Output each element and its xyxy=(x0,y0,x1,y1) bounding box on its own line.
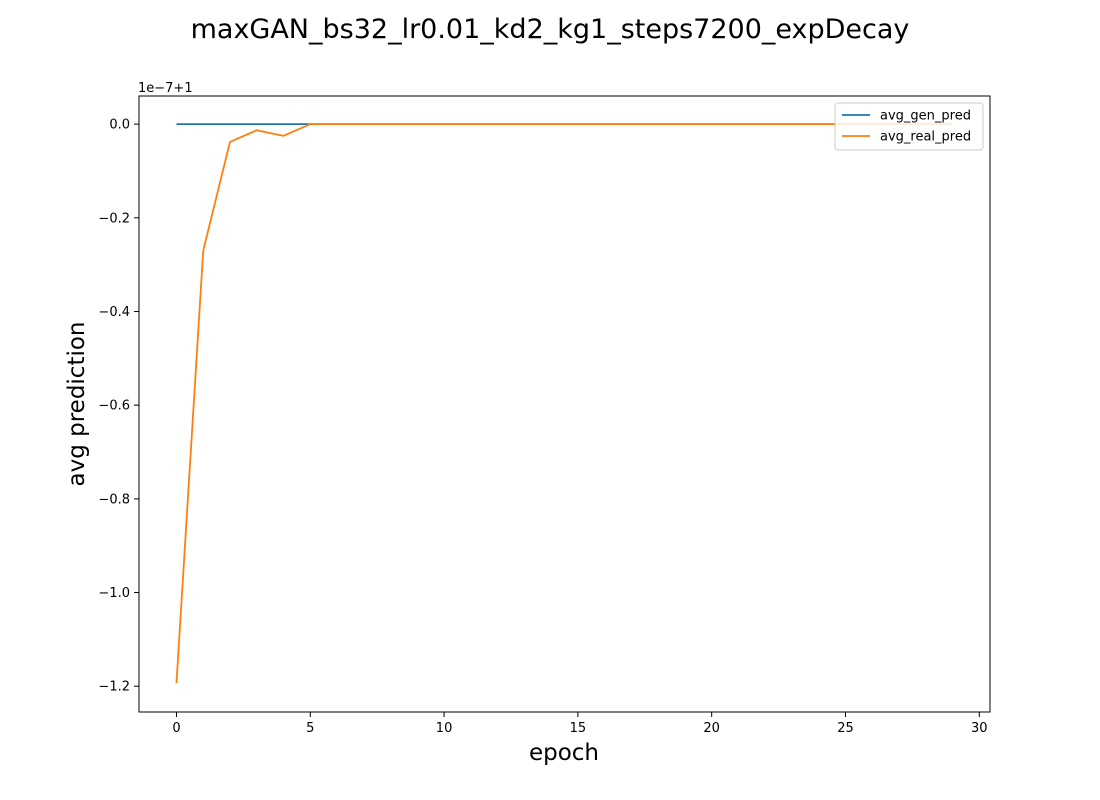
x-tick-label: 20 xyxy=(703,721,720,736)
y-tick-label: −1.0 xyxy=(98,586,130,601)
series-line-avg-real-pred xyxy=(175,123,953,684)
legend-box xyxy=(834,102,984,151)
y-tick-label: −1.2 xyxy=(98,680,130,695)
x-tick-label: 15 xyxy=(570,721,587,736)
x-axis: 0 5 10 15 20 25 30 xyxy=(172,712,988,736)
y-tick-label: −0.4 xyxy=(98,305,130,320)
legend-label: avg_real_pred xyxy=(880,130,971,145)
y-tick-label: −0.2 xyxy=(98,211,130,226)
y-axis: 0.0 −0.2 −0.4 −0.6 −0.8 −1.0 −1.2 xyxy=(98,118,139,695)
y-axis-label: avg prediction xyxy=(64,321,90,486)
x-tick-label: 30 xyxy=(971,721,988,736)
x-tick-label: 0 xyxy=(172,721,180,736)
x-tick-label: 5 xyxy=(306,721,314,736)
plot-frame xyxy=(138,95,991,713)
plot-area xyxy=(139,96,990,712)
legend: avg_gen_pred avg_real_pred xyxy=(834,102,984,151)
y-offset-label: 1e−7+1 xyxy=(138,81,193,96)
chart-title: maxGAN_bs32_lr0.01_kd2_kg1_steps7200_exp… xyxy=(191,14,910,45)
x-axis-label: epoch xyxy=(529,740,599,766)
y-tick-label: −0.6 xyxy=(98,399,130,414)
x-tick-label: 25 xyxy=(837,721,854,736)
y-tick-label: 0.0 xyxy=(109,118,130,133)
y-tick-label: −0.8 xyxy=(98,492,130,507)
legend-label: avg_gen_pred xyxy=(880,109,971,124)
series-layer xyxy=(175,123,953,684)
x-tick-label: 10 xyxy=(436,721,453,736)
